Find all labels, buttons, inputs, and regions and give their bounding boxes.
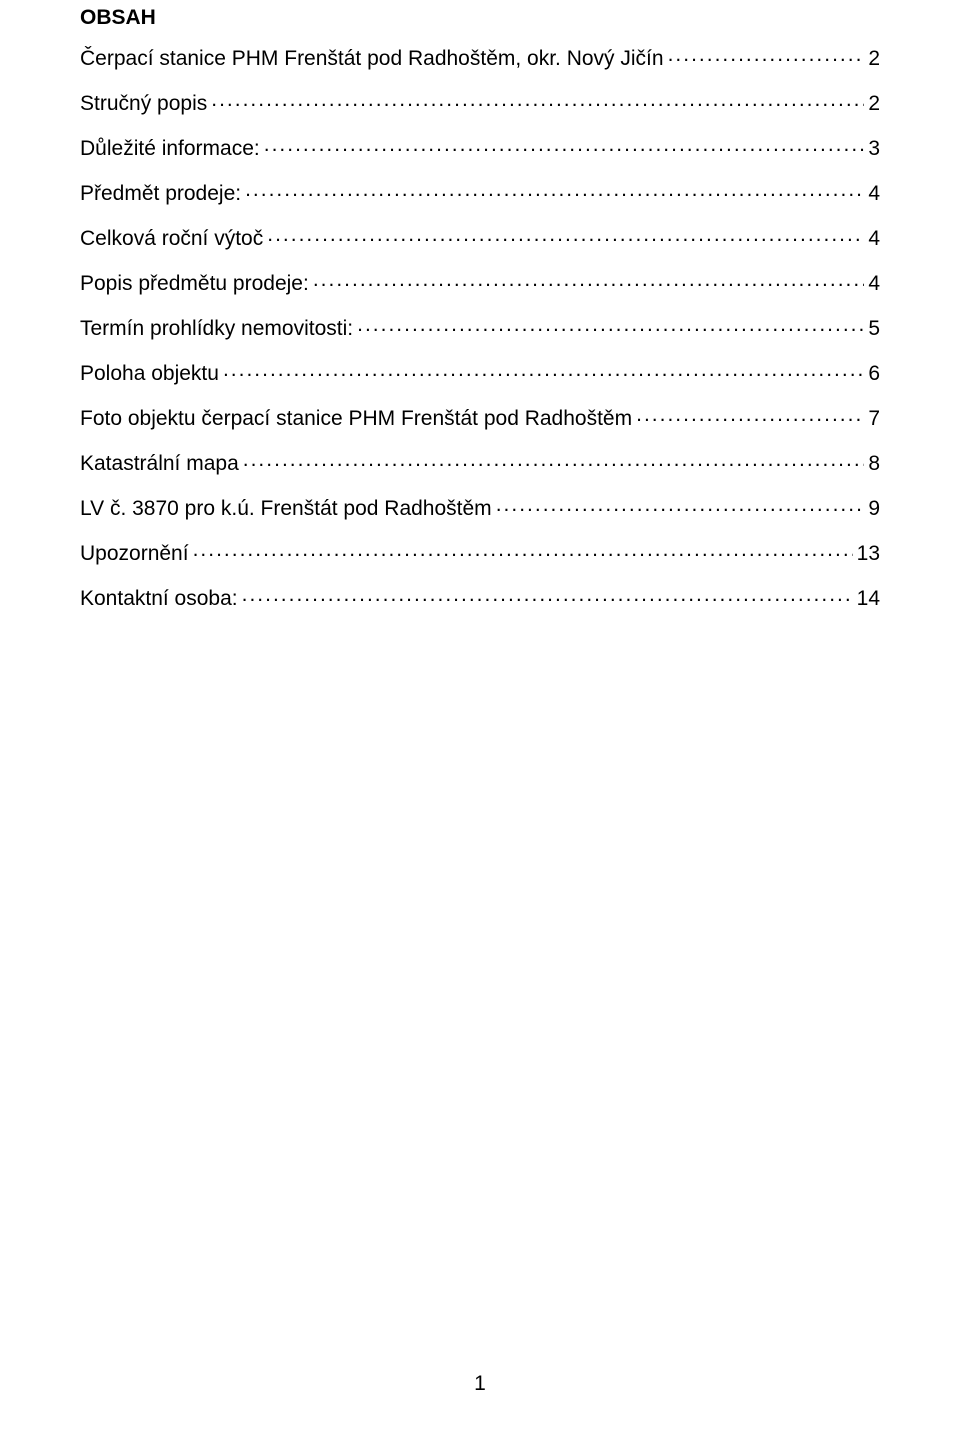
toc-entry-leader (211, 89, 864, 110)
toc-list: Čerpací stanice PHM Frenštát pod Radhošt… (80, 44, 880, 609)
toc-entry: Stručný popis 2 (80, 89, 880, 114)
toc-entry-leader (193, 539, 853, 560)
toc-entry-title: Důležité informace: (80, 138, 260, 159)
toc-entry-title: Poloha objektu (80, 363, 219, 384)
toc-entry: Katastrální mapa 8 (80, 449, 880, 474)
toc-entry-leader (357, 314, 864, 335)
toc-entry-page: 9 (868, 498, 880, 519)
toc-entry-title: Celková roční výtoč (80, 228, 263, 249)
toc-entry-title: Termín prohlídky nemovitosti: (80, 318, 353, 339)
toc-entry-page: 14 (857, 588, 880, 609)
toc-entry-page: 6 (868, 363, 880, 384)
toc-entry-leader (668, 44, 865, 65)
toc-entry-leader (496, 494, 865, 515)
toc-entry: Celková roční výtoč 4 (80, 224, 880, 249)
toc-entry-page: 2 (868, 48, 880, 69)
toc-entry-leader (267, 224, 864, 245)
toc-entry: Předmět prodeje: 4 (80, 179, 880, 204)
toc-entry-title: Kontaktní osoba: (80, 588, 238, 609)
toc-entry-page: 4 (868, 183, 880, 204)
toc-entry-title: Předmět prodeje: (80, 183, 241, 204)
toc-entry-title: Katastrální mapa (80, 453, 239, 474)
toc-entry-leader (242, 584, 853, 605)
toc-entry-page: 13 (857, 543, 880, 564)
toc-entry-title: Stručný popis (80, 93, 207, 114)
toc-entry: Čerpací stanice PHM Frenštát pod Radhošt… (80, 44, 880, 69)
toc-entry-page: 7 (868, 408, 880, 429)
toc-entry: Upozornění 13 (80, 539, 880, 564)
toc-entry-leader (636, 404, 864, 425)
toc-entry: LV č. 3870 pro k.ú. Frenštát pod Radhošt… (80, 494, 880, 519)
toc-entry-leader (223, 359, 864, 380)
toc-entry: Kontaktní osoba: 14 (80, 584, 880, 609)
toc-entry-title: Upozornění (80, 543, 189, 564)
toc-entry-page: 4 (868, 228, 880, 249)
toc-entry: Poloha objektu 6 (80, 359, 880, 384)
page: OBSAH Čerpací stanice PHM Frenštát pod R… (0, 0, 960, 1444)
toc-entry: Důležité informace: 3 (80, 134, 880, 159)
page-number: 1 (0, 1372, 960, 1396)
toc-entry: Popis předmětu prodeje: 4 (80, 269, 880, 294)
toc-entry-page: 3 (868, 138, 880, 159)
toc-entry-page: 2 (868, 93, 880, 114)
toc-entry-title: LV č. 3870 pro k.ú. Frenštát pod Radhošt… (80, 498, 492, 519)
toc-entry-title: Popis předmětu prodeje: (80, 273, 309, 294)
toc-heading: OBSAH (80, 6, 880, 30)
toc-entry: Foto objektu čerpací stanice PHM Frenštá… (80, 404, 880, 429)
toc-entry-leader (313, 269, 865, 290)
toc-entry-page: 4 (868, 273, 880, 294)
toc-entry: Termín prohlídky nemovitosti: 5 (80, 314, 880, 339)
toc-entry-leader (264, 134, 865, 155)
toc-entry-leader (245, 179, 864, 200)
toc-entry-page: 8 (868, 453, 880, 474)
toc-entry-title: Foto objektu čerpací stanice PHM Frenštá… (80, 408, 632, 429)
toc-entry-leader (243, 449, 865, 470)
toc-entry-page: 5 (868, 318, 880, 339)
toc-entry-title: Čerpací stanice PHM Frenštát pod Radhošt… (80, 48, 664, 69)
